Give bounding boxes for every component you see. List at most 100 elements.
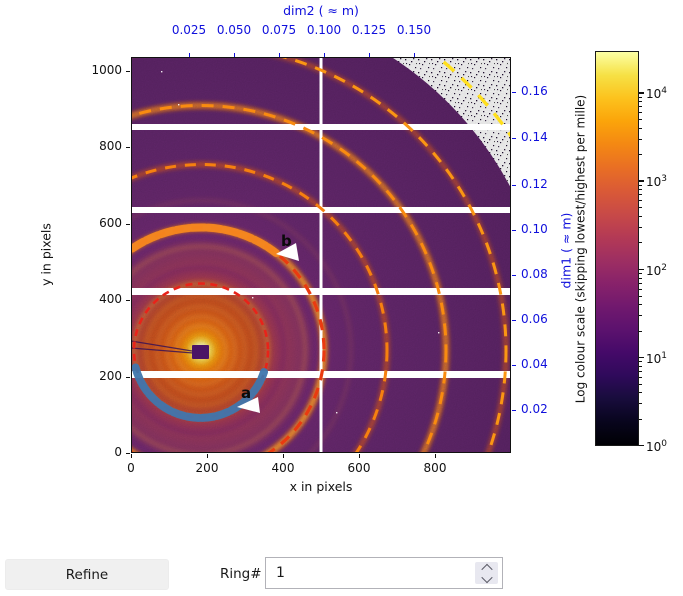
right-tick-mark (512, 274, 516, 276)
ring-number-value[interactable]: 1 (276, 565, 285, 581)
top-tick-label: 0.100 (306, 23, 342, 37)
colorbar-minor-tick (639, 304, 642, 306)
svg-text:b: b (281, 232, 292, 250)
colorbar-minor-tick (639, 184, 642, 186)
colorbar-minor-tick (639, 189, 642, 191)
colorbar-minor-tick (639, 315, 642, 317)
colorbar (595, 51, 639, 446)
left-tick-mark (126, 376, 130, 378)
left-tick-label: 600 (99, 216, 122, 230)
left-tick-label: 1000 (91, 63, 122, 77)
spinbox-arrows[interactable] (475, 562, 498, 584)
diffraction-image: ab (131, 57, 511, 453)
colorbar-tick-label: 103 (646, 174, 668, 189)
left-tick-mark (126, 299, 130, 301)
colorbar-minor-tick (639, 154, 642, 156)
ring-number-spinbox[interactable]: 1 (265, 557, 503, 589)
right-tick-label: 0.08 (521, 267, 548, 281)
right-tick-mark (512, 319, 516, 321)
top-tick-mark (233, 53, 235, 57)
plot-border (131, 57, 511, 453)
right-tick-mark (512, 364, 516, 366)
right-tick-label: 0.14 (521, 130, 548, 144)
colorbar-minor-tick (639, 106, 642, 108)
colorbar-minor-tick (639, 403, 642, 405)
colorbar-tick-label: 102 (646, 262, 668, 278)
top-axis-title: dim2 ( ≈ m) (283, 3, 359, 18)
colorbar-major-tick (639, 356, 644, 359)
top-tick-label: 0.025 (171, 23, 207, 37)
left-tick-label: 0 (114, 445, 122, 459)
right-tick-mark (512, 184, 516, 186)
bottom-tick-label: 0 (127, 461, 135, 475)
bottom-tick-label: 400 (271, 461, 295, 475)
colorbar-major-tick (639, 180, 644, 182)
colorbar-minor-tick (639, 207, 642, 209)
colorbar-minor-tick (639, 96, 642, 98)
ring-number-label: Ring# (220, 566, 262, 582)
left-tick-label: 400 (99, 292, 122, 306)
right-axis-title: dim1 ( ≈ m) (558, 212, 574, 289)
colorbar-minor-tick (639, 119, 642, 121)
top-tick-label: 0.125 (351, 23, 387, 37)
top-tick-label: 0.050 (216, 23, 252, 37)
top-tick-mark (368, 53, 370, 57)
colorbar-minor-tick (639, 361, 642, 363)
colorbar-minor-tick (639, 383, 642, 385)
refine-button[interactable]: Refine (5, 559, 169, 590)
colorbar-minor-tick (639, 127, 642, 129)
top-tick-mark (188, 53, 190, 57)
colorbar-major-tick (639, 268, 644, 271)
top-tick-label: 0.075 (261, 23, 297, 37)
right-tick-label: 0.04 (521, 357, 548, 371)
colorbar-minor-tick (639, 200, 642, 202)
bottom-tick-mark (282, 454, 284, 458)
colorbar-minor-tick (639, 295, 642, 297)
colorbar-tick-label: 101 (646, 350, 668, 366)
right-tick-mark (512, 409, 516, 411)
control-point-arcs (131, 223, 280, 422)
top-tick-mark (413, 53, 415, 57)
colorbar-minor-tick (639, 330, 642, 332)
left-tick-mark (126, 223, 130, 225)
right-tick-label: 0.16 (521, 84, 548, 98)
left-tick-label: 800 (99, 139, 122, 153)
colorbar-minor-tick (639, 288, 642, 290)
bottom-tick-label: 600 (347, 461, 371, 475)
colorbar-minor-tick (639, 418, 642, 420)
colorbar-tick-label: 104 (646, 86, 668, 101)
colorbar-minor-tick (639, 242, 642, 244)
top-tick-mark (323, 53, 325, 57)
colorbar-title: Log colour scale (skipping lowest/highes… (573, 94, 588, 404)
colorbar-minor-tick (639, 138, 642, 140)
left-tick-mark (126, 70, 130, 72)
colorbar-minor-tick (639, 215, 642, 217)
colorbar-minor-tick (639, 226, 642, 228)
colorbar-major-tick (639, 92, 644, 94)
left-tick-label: 200 (99, 369, 122, 383)
top-tick-label: 0.150 (396, 23, 432, 37)
bottom-tick-mark (206, 454, 208, 458)
right-tick-label: 0.12 (521, 177, 548, 191)
colorbar-minor-tick (639, 365, 642, 367)
bottom-tick-mark (358, 454, 360, 458)
ring-group-markers: ab (237, 232, 299, 413)
top-tick-mark (278, 53, 280, 57)
colorbar-minor-tick (639, 392, 642, 394)
right-tick-label: 0.02 (521, 402, 548, 416)
svg-text:a: a (241, 384, 251, 402)
refine-button-label: Refine (65, 566, 109, 583)
beamstop (131, 340, 209, 359)
right-tick-mark (512, 229, 516, 231)
spin-down-icon[interactable] (480, 571, 493, 583)
colorbar-minor-tick (639, 273, 642, 275)
bottom-tick-label: 800 (423, 461, 447, 475)
colorbar-minor-tick (639, 112, 642, 114)
colorbar-minor-tick (639, 194, 642, 196)
right-tick-label: 0.10 (521, 222, 548, 236)
colorbar-minor-tick (639, 370, 642, 372)
right-tick-label: 0.06 (521, 312, 548, 326)
colorbar-minor-tick (639, 376, 642, 378)
